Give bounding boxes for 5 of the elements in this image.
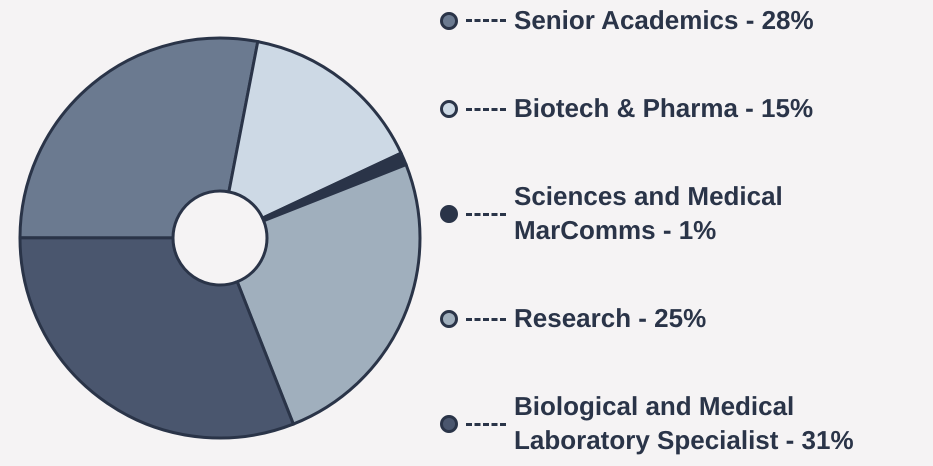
legend-label: Biological and Medical Laboratory Specialist - 31%: [514, 390, 855, 458]
legend-label: Senior Academics - 28%: [514, 4, 815, 37]
legend-label: Biotech & Pharma - 15%: [514, 92, 814, 126]
legend-label: Sciences and Medical MarComms - 1%: [514, 180, 784, 248]
legend-label: Research - 25%: [514, 302, 708, 336]
